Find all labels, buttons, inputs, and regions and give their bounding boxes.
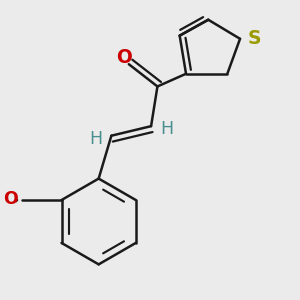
Text: H: H bbox=[89, 130, 102, 148]
Text: O: O bbox=[116, 48, 132, 68]
Text: H: H bbox=[160, 120, 173, 138]
Text: O: O bbox=[3, 190, 18, 208]
Text: S: S bbox=[248, 29, 262, 48]
